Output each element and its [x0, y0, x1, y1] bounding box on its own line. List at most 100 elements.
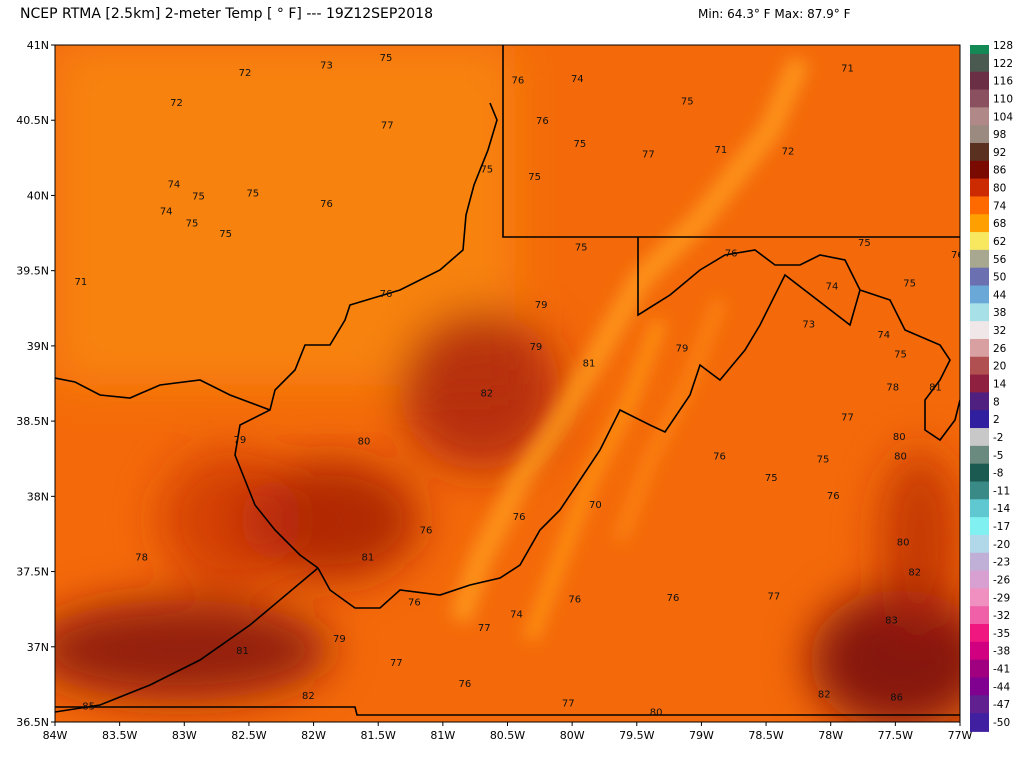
colorbar-swatch [970, 214, 989, 234]
colorbar-swatch [970, 71, 989, 91]
colorbar-label: -50 [993, 717, 1010, 729]
colorbar-label: 86 [993, 165, 1007, 177]
colorbar-label: 62 [993, 236, 1006, 248]
colorbar-swatch [970, 196, 989, 216]
colorbar-label: 80 [993, 183, 1006, 195]
station-value: 75 [246, 188, 259, 199]
station-value: 79 [234, 435, 247, 446]
station-value: 82 [480, 389, 493, 400]
station-value: 80 [358, 437, 371, 448]
colorbar-swatch [970, 392, 989, 412]
lat-tick-label: 37N [27, 641, 49, 654]
colorbar-label: -41 [993, 664, 1010, 676]
station-value: 74 [510, 610, 523, 621]
colorbar-label: -44 [993, 681, 1010, 693]
colorbar-swatch [970, 499, 989, 519]
colorbar-label: -32 [993, 610, 1010, 622]
station-value: 72 [239, 68, 252, 79]
station-value: 76 [827, 491, 840, 502]
colorbar-label: 2 [993, 414, 1000, 426]
colorbar-swatch [970, 142, 989, 162]
station-value: 76 [420, 525, 433, 536]
lat-tick-label: 38.5N [16, 415, 49, 428]
station-value: 75 [575, 243, 588, 254]
colorbar-label: 92 [993, 147, 1006, 159]
colorbar-label: 56 [993, 254, 1007, 266]
colorbar-label: 8 [993, 396, 1000, 408]
colorbar-label: -8 [993, 468, 1003, 480]
station-value: 77 [478, 623, 491, 634]
station-value: 71 [74, 277, 87, 288]
station-value: 80 [894, 452, 907, 463]
colorbar-label: -2 [993, 432, 1003, 444]
station-value: 78 [886, 383, 899, 394]
colorbar-swatch [970, 677, 989, 697]
station-value: 86 [890, 692, 903, 703]
colorbar-label: 74 [993, 200, 1007, 212]
colorbar-label: 116 [993, 76, 1013, 88]
station-value: 77 [642, 149, 655, 160]
colorbar-label: -29 [993, 592, 1010, 604]
colorbar-swatch [970, 53, 989, 73]
colorbar-label: 20 [993, 361, 1006, 373]
colorbar-swatch [970, 534, 989, 554]
station-value: 81 [929, 383, 942, 394]
colorbar-swatch [970, 570, 989, 590]
station-value: 71 [714, 145, 727, 156]
station-value: 76 [320, 199, 333, 210]
lat-tick-label: 37.5N [16, 566, 49, 579]
lat-tick-label: 38N [27, 490, 49, 503]
station-value: 76 [458, 679, 471, 690]
lon-tick-label: 78.5W [748, 729, 783, 742]
colorbar-label: -38 [993, 646, 1010, 658]
station-value-labels: 72 73 75 72 77 74 75 75 74 75 75 76 75 71 76 74 75 76 75 77… [74, 53, 960, 718]
colorbar-label: -17 [993, 521, 1010, 533]
station-value: 81 [236, 646, 249, 657]
min-max-readout: Min: 64.3° F Max: 87.9° F [698, 7, 851, 21]
station-value: 75 [186, 219, 199, 230]
colorbar-swatch [970, 267, 989, 287]
station-value: 76 [667, 593, 680, 604]
station-value: 82 [818, 689, 831, 700]
station-value: 77 [390, 658, 403, 669]
station-value: 74 [168, 179, 181, 190]
station-value: 79 [676, 343, 689, 354]
station-value: 75 [817, 455, 830, 466]
station-value: 72 [170, 98, 183, 109]
colorbar-swatch [970, 481, 989, 501]
colorbar-label: -35 [993, 628, 1010, 640]
lat-tick-label: 36.5N [16, 716, 49, 729]
station-value: 76 [713, 452, 726, 463]
colorbar-swatch [970, 428, 989, 447]
station-value: 77 [841, 413, 854, 424]
station-value: 75 [528, 172, 541, 183]
station-value: 77 [767, 592, 780, 603]
colorbar-label: -20 [993, 539, 1010, 551]
colorbar-swatch [970, 321, 989, 340]
lon-tick-label: 82.5W [231, 729, 266, 742]
station-value: 75 [192, 191, 205, 202]
station-value: 79 [535, 300, 548, 311]
colorbar-label: -14 [993, 503, 1010, 515]
colorbar-label: 50 [993, 272, 1006, 284]
station-value: 81 [362, 553, 375, 564]
station-value: 82 [302, 691, 315, 702]
station-value: 72 [782, 146, 795, 157]
station-value: 77 [562, 698, 575, 709]
station-value: 75 [858, 238, 871, 249]
colorbar-label: 32 [993, 325, 1006, 337]
lat-tick-label: 41N [27, 39, 49, 52]
lon-tick-label: 79W [689, 729, 714, 742]
colorbar-swatch [970, 517, 989, 536]
lat-tick-label: 39N [27, 340, 49, 353]
axis-ticks: 84W 83.5W 83W 82.5W 82W 81.5W 81W 80.5W 80W 79.5W… [16, 39, 972, 742]
colorbar-label: 26 [993, 343, 1007, 355]
lon-tick-label: 81W [430, 729, 455, 742]
station-value: 75 [380, 53, 393, 64]
station-value: 81 [583, 358, 596, 369]
station-value: 77 [381, 121, 394, 132]
colorbar: 128 122 116 110 104 98 92 86 80 74 68 62 56 50 44 38 32 2… [970, 40, 1013, 732]
station-value: 79 [333, 634, 346, 645]
station-value: 76 [568, 595, 581, 606]
